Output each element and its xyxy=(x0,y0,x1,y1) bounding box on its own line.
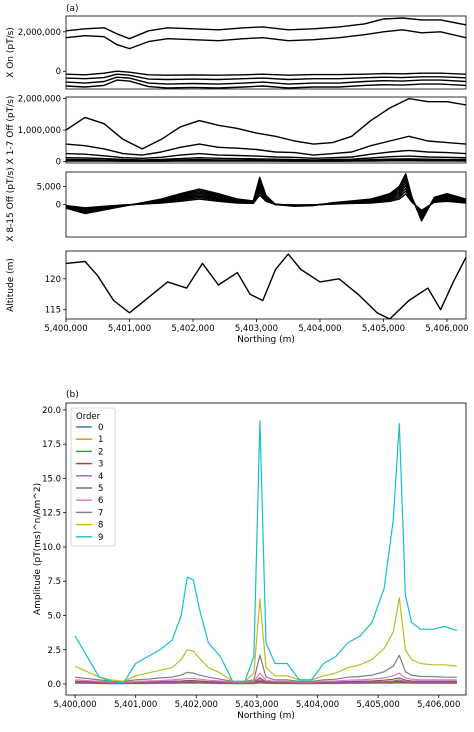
y-tick-label: 0 xyxy=(56,201,61,211)
y-tick-label: 1,000,000 xyxy=(18,126,61,136)
series-line-1 xyxy=(66,135,466,156)
x-tick-label: 5,403,000 xyxy=(235,324,278,334)
chart-x_8_15_off: 0 5,000 X 8-15 Off (pT/s) xyxy=(6,167,467,242)
x-tick-label: 5,405,000 xyxy=(362,324,405,334)
y-tick-label: 17.5 xyxy=(42,440,61,450)
y-tick-label: 2,000,000 xyxy=(18,95,61,105)
y-tick-label: 0 xyxy=(56,157,61,167)
x-tick-label: 5,401,000 xyxy=(108,324,151,334)
y-tick-label: 115 xyxy=(45,306,61,316)
plot-frame xyxy=(65,15,467,90)
plot-frame xyxy=(65,250,467,320)
x-tick-label: 5,404,000 xyxy=(298,324,341,334)
panel-a-label: (a) xyxy=(66,4,79,14)
plot-frame xyxy=(65,96,467,164)
y-tick-label: 2,000,000 xyxy=(18,28,61,38)
legend-label-8: 8 xyxy=(98,521,103,531)
legend-box xyxy=(70,407,116,547)
x-tick-label: 5,406,000 xyxy=(417,700,460,710)
legend-label-9: 9 xyxy=(98,533,103,543)
series-line-4 xyxy=(66,76,466,85)
x-tick-label: 5,402,000 xyxy=(175,700,218,710)
legend-label-0: 0 xyxy=(98,423,103,433)
series-line-7 xyxy=(66,193,466,212)
legend-label-1: 1 xyxy=(98,435,103,445)
y-tick-label: 7.5 xyxy=(47,577,61,587)
series-line-9 xyxy=(74,420,458,684)
series-line-1 xyxy=(66,29,466,50)
y-axis-label: X 8-15 Off (pT/s) xyxy=(6,167,16,241)
series-line-7 xyxy=(75,654,457,682)
x-tick-label: 5,401,000 xyxy=(114,700,157,710)
y-axis-label: Altitude (m) xyxy=(6,258,16,312)
panel-b-label: (b) xyxy=(66,390,79,400)
y-tick-label: 0.0 xyxy=(47,680,61,690)
y-axis-label: Amplitude (pT(ms)^n/Am^2) xyxy=(33,483,43,615)
x-tick-label: 5,400,000 xyxy=(53,700,96,710)
y-tick-label: 10.0 xyxy=(42,543,61,553)
x-tick-label: 5,400,000 xyxy=(44,324,87,334)
series-line-2 xyxy=(66,149,466,160)
series-line-0 xyxy=(66,17,466,40)
x-tick-label: 5,403,000 xyxy=(235,700,278,710)
series-line-5 xyxy=(75,677,457,684)
series-line-5 xyxy=(66,79,466,89)
series-group xyxy=(66,97,466,162)
series-line-3 xyxy=(66,155,466,161)
y-tick-label: 5.0 xyxy=(47,611,61,621)
series-line-6 xyxy=(75,672,457,683)
series-group xyxy=(66,173,466,222)
y-axis-label: X On (pT/s) xyxy=(6,27,16,78)
series-line-8 xyxy=(74,597,457,682)
x-tick-label: 5,406,000 xyxy=(425,324,468,334)
y-tick-label: 0 xyxy=(56,67,61,77)
y-axis-label: X 1-7 Off (pT/s) xyxy=(6,96,16,165)
legend-label-7: 7 xyxy=(98,508,103,518)
chart-amplitude: 0.0 2.5 5.0 7.5 10.0 12.5 15.0 17.5 20.0 5,400,00… xyxy=(33,402,467,721)
legend-label-3: 3 xyxy=(98,460,103,470)
legend-label-5: 5 xyxy=(98,484,103,494)
series-line-0 xyxy=(66,253,466,319)
legend-label-4: 4 xyxy=(98,472,103,482)
x-tick-label: 5,404,000 xyxy=(296,700,339,710)
x-axis-label: Northing (m) xyxy=(237,711,295,721)
series-group xyxy=(66,17,466,89)
y-tick-label: 5,000 xyxy=(37,182,61,192)
series-line-3 xyxy=(66,73,466,81)
series-line-2 xyxy=(66,70,466,76)
x-axis-label: Northing (m) xyxy=(237,335,295,345)
plot-frame xyxy=(65,402,467,696)
legend-title: Order xyxy=(76,412,101,422)
x-tick-label: 5,405,000 xyxy=(356,700,399,710)
y-tick-label: 20.0 xyxy=(42,406,61,416)
legend-label-6: 6 xyxy=(98,496,103,506)
y-tick-label: 120 xyxy=(45,275,61,285)
series-group xyxy=(66,253,466,319)
series-group xyxy=(74,420,458,685)
legend-label-2: 2 xyxy=(98,447,103,457)
y-tick-label: 2.5 xyxy=(47,646,61,656)
x-tick-label: 5,402,000 xyxy=(171,324,214,334)
y-tick-label: 12.5 xyxy=(42,509,61,519)
series-line-0 xyxy=(66,97,466,150)
chart-altitude: 115 120 5,400,000 5,401,000 5,402,000 5,403,0… xyxy=(6,250,469,345)
y-tick-label: 15.0 xyxy=(42,474,61,484)
